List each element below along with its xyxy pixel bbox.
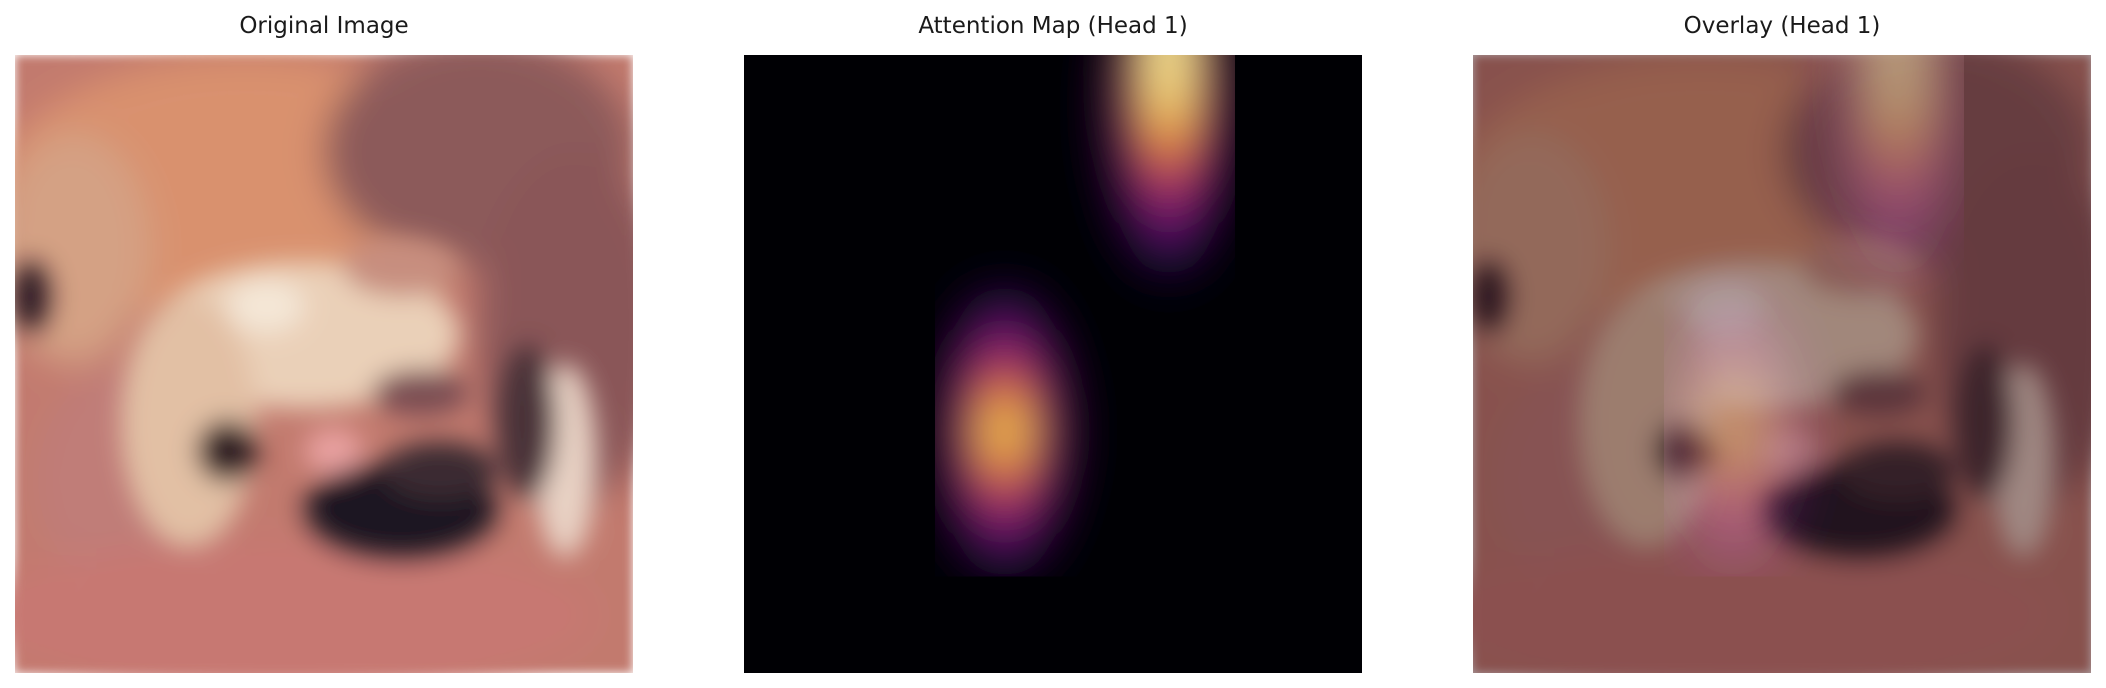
- original-image: [15, 55, 633, 673]
- original-image-panel: [15, 55, 633, 673]
- original-image-title: Original Image: [239, 13, 409, 39]
- attention-map-panel: [744, 55, 1362, 673]
- attention-map: [744, 55, 1362, 673]
- overlay-title: Overlay (Head 1): [1683, 13, 1881, 39]
- overlay-image: [1473, 55, 2091, 673]
- overlay-panel: [1473, 55, 2091, 673]
- attention-map-title: Attention Map (Head 1): [918, 13, 1188, 39]
